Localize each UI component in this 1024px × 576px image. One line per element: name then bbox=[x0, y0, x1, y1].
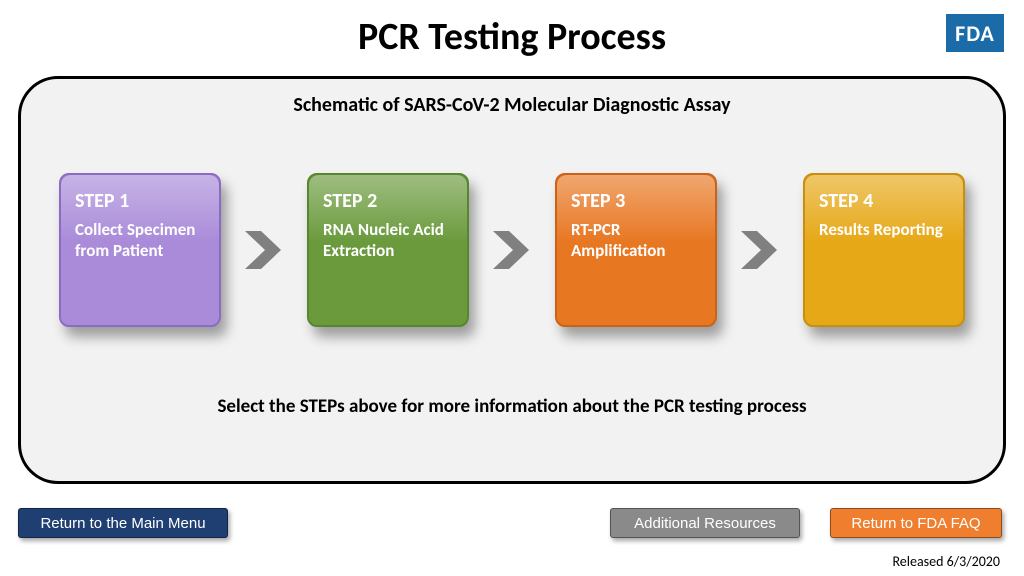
step-label: STEP 1 bbox=[75, 189, 205, 213]
panel-subtitle: Select the STEPs above for more informat… bbox=[51, 395, 973, 418]
step-3[interactable]: STEP 3 RT-PCR Amplification bbox=[555, 173, 717, 327]
return-fda-faq-button[interactable]: Return to FDA FAQ bbox=[830, 508, 1002, 538]
released-date: Released 6/3/2020 bbox=[892, 553, 1000, 570]
step-4[interactable]: STEP 4 Results Reporting bbox=[803, 173, 965, 327]
chevron-right-icon bbox=[240, 226, 288, 274]
step-1[interactable]: STEP 1 Collect Specimen from Patient bbox=[59, 173, 221, 327]
step-label: STEP 2 bbox=[323, 189, 453, 213]
step-description: RNA Nucleic Acid Extraction bbox=[323, 219, 453, 262]
return-main-menu-button[interactable]: Return to the Main Menu bbox=[18, 508, 228, 538]
steps-row: STEP 1 Collect Specimen from Patient STE… bbox=[51, 173, 973, 327]
step-description: Results Reporting bbox=[819, 219, 949, 240]
panel-title: Schematic of SARS-CoV-2 Molecular Diagno… bbox=[51, 93, 973, 117]
fda-logo: FDA bbox=[946, 14, 1004, 52]
chevron-right-icon bbox=[488, 226, 536, 274]
process-panel: Schematic of SARS-CoV-2 Molecular Diagno… bbox=[18, 76, 1006, 484]
step-description: RT-PCR Amplification bbox=[571, 219, 701, 262]
step-description: Collect Specimen from Patient bbox=[75, 219, 205, 262]
step-label: STEP 3 bbox=[571, 189, 701, 213]
page-title: PCR Testing Process bbox=[0, 0, 1024, 60]
chevron-right-icon bbox=[736, 226, 784, 274]
step-2[interactable]: STEP 2 RNA Nucleic Acid Extraction bbox=[307, 173, 469, 327]
additional-resources-button[interactable]: Additional Resources bbox=[610, 508, 800, 538]
step-label: STEP 4 bbox=[819, 189, 949, 213]
